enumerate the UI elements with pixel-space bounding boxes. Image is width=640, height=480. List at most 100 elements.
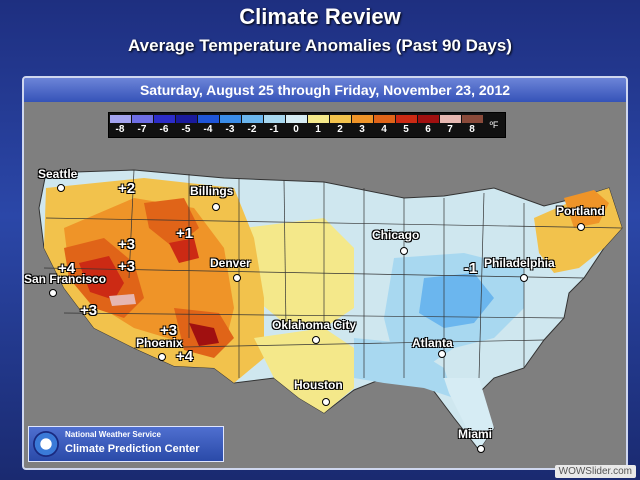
anomaly-label: +1 [176,225,194,242]
legend-swatch: -2 [241,113,263,137]
city-label-billings: Billings [190,184,234,198]
temperature-legend: -8 -7 -6 -5 -4 -3 -2 -1 0 1 2 3 4 5 6 7 8 ºF [108,112,506,138]
legend-label: 5 [403,124,409,135]
city-label-denver: Denver [210,256,251,270]
legend-swatch: -6 [153,113,175,137]
legend-label: 8 [469,124,475,135]
anomaly-label: +3 [80,302,98,319]
legend-color [197,115,219,123]
philadelphia-marker [520,274,528,282]
city-label-seattle: Seattle [38,167,78,181]
city-label-chicago: Chicago [372,228,420,242]
city-label-atlanta: Atlanta [412,336,453,350]
anomaly-label: +4 [176,348,194,365]
midwest-cool-region [419,273,494,328]
anomaly-label: +3 [118,258,136,275]
state-borders [43,169,623,379]
legend-label: -1 [269,124,279,135]
legend-swatch: -5 [175,113,197,137]
legend-label: -6 [159,124,169,135]
org-line-2: Climate Prediction Center [65,443,200,455]
legend-label: 4 [381,124,387,135]
miami-marker [477,445,485,453]
page-title: Climate Review [239,4,401,29]
legend-color [285,115,307,123]
legend-swatch: 0 [285,113,307,137]
legend-swatch: -1 [263,113,285,137]
page-subtitle: Average Temperature Anomalies (Past 90 D… [128,36,512,55]
legend-swatch: 6 [417,113,439,137]
legend-swatch: 7 [439,113,461,137]
nevada-extreme-region [109,294,136,306]
legend-color [153,115,175,123]
arizona-core-region [189,323,219,346]
legend-color [175,115,197,123]
anomaly-label: +2 [118,180,136,197]
legend-swatch: -3 [219,113,241,137]
legend-swatch: -8 [109,113,131,137]
city-label-portland: Portland [556,204,605,218]
legend-color [263,115,285,123]
legend-label: -2 [247,124,257,135]
legend-label: -7 [137,124,147,135]
atlanta-marker [438,350,446,358]
noaa-logo-icon [33,431,59,457]
phoenix-marker [158,353,166,361]
org-line-1: National Weather Service [65,430,161,439]
idaho-hot-region [144,198,199,248]
legend-label: 3 [359,124,365,135]
city-label-philadelphia: Philadelphia [484,256,555,270]
city-label-phoenix: Phoenix [136,336,183,350]
legend-label: 2 [337,124,343,135]
california-core-region [79,256,124,300]
florida-region [444,378,494,450]
legend-color [219,115,241,123]
legend-label: -3 [225,124,235,135]
legend-label: -4 [203,124,213,135]
seattle-marker [57,184,65,192]
anomaly-label: +3 [160,322,178,339]
legend-label: 6 [425,124,431,135]
temperature-anomaly-map [38,169,623,451]
legend-color [461,115,483,123]
city-label-miami: Miami [458,427,493,441]
legend-swatch: 4 [373,113,395,137]
legend-color [307,115,329,123]
oklahoma-city-marker [312,336,320,344]
legend-color [329,115,351,123]
legend-label: 7 [447,124,453,135]
legend-swatch: -4 [197,113,219,137]
watermark: WOWSlider.com [554,465,636,478]
legend-swatch: 2 [329,113,351,137]
legend-color [439,115,461,123]
legend-label: 1 [315,124,321,135]
houston-marker [322,398,330,406]
legend-color [395,115,417,123]
anomaly-label: -1 [464,260,478,277]
legend-color [373,115,395,123]
legend-color [351,115,373,123]
legend-swatch: 8 [461,113,483,137]
legend-color [241,115,263,123]
nws-cpc-badge: National Weather Service Climate Predict… [28,426,224,462]
city-label-oklahoma-city: Oklahoma City [272,318,357,332]
city-label-houston: Houston [294,378,343,392]
legend-color [109,115,131,123]
legend-label: -8 [115,124,125,135]
legend-label: -5 [181,124,191,135]
portland-marker [577,223,585,231]
date-range: Saturday, August 25 through Friday, Nove… [24,78,626,102]
chicago-marker [400,247,408,255]
texas-region [254,328,354,413]
san-francisco-marker [49,289,57,297]
legend-swatch: 1 [307,113,329,137]
legend-label: 0 [293,124,299,135]
legend-color [417,115,439,123]
wyoming-hot-region [169,238,199,263]
legend-swatch: -7 [131,113,153,137]
maine-warm-region [564,190,609,228]
legend-unit: ºF [489,120,499,130]
map-panel: Saturday, August 25 through Friday, Nove… [22,76,628,470]
legend-swatch: 3 [351,113,373,137]
billings-marker [212,203,220,211]
